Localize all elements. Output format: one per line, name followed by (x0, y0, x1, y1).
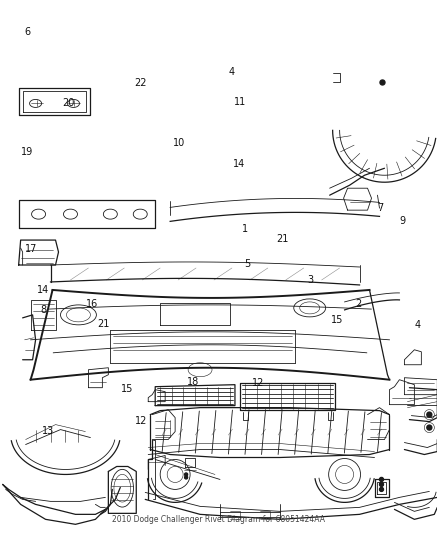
Text: 9: 9 (399, 216, 406, 227)
Text: 10: 10 (173, 138, 185, 148)
Circle shape (379, 487, 384, 491)
Text: 21: 21 (276, 234, 289, 244)
Circle shape (427, 425, 432, 430)
Text: 3: 3 (307, 275, 314, 285)
Circle shape (184, 473, 187, 476)
Text: 16: 16 (86, 298, 99, 309)
Text: 15: 15 (121, 384, 134, 394)
Text: 20: 20 (62, 98, 74, 108)
Text: 2010 Dodge Challenger Rivet Diagram for 68051424AA: 2010 Dodge Challenger Rivet Diagram for … (113, 515, 325, 524)
Text: 19: 19 (21, 147, 33, 157)
Text: 22: 22 (134, 78, 147, 88)
Text: 2: 2 (356, 298, 362, 309)
Text: 18: 18 (187, 377, 199, 387)
Text: 7: 7 (378, 203, 384, 213)
Text: 14: 14 (233, 159, 245, 169)
Text: 12: 12 (252, 378, 265, 389)
Text: 17: 17 (25, 245, 37, 254)
Circle shape (380, 80, 385, 85)
Circle shape (427, 412, 432, 417)
Text: 6: 6 (25, 27, 31, 37)
Text: 11: 11 (234, 96, 246, 107)
Text: 1: 1 (242, 224, 248, 235)
Text: 4: 4 (415, 320, 421, 330)
Text: 15: 15 (331, 314, 343, 325)
Circle shape (379, 478, 384, 481)
Circle shape (184, 476, 187, 479)
Circle shape (379, 482, 384, 487)
Text: 4: 4 (228, 68, 234, 77)
Text: 21: 21 (97, 319, 110, 329)
Text: 12: 12 (135, 416, 148, 426)
Text: 13: 13 (42, 426, 54, 437)
Text: 5: 5 (244, 259, 251, 269)
Text: 14: 14 (37, 286, 49, 295)
Text: 8: 8 (40, 305, 46, 315)
